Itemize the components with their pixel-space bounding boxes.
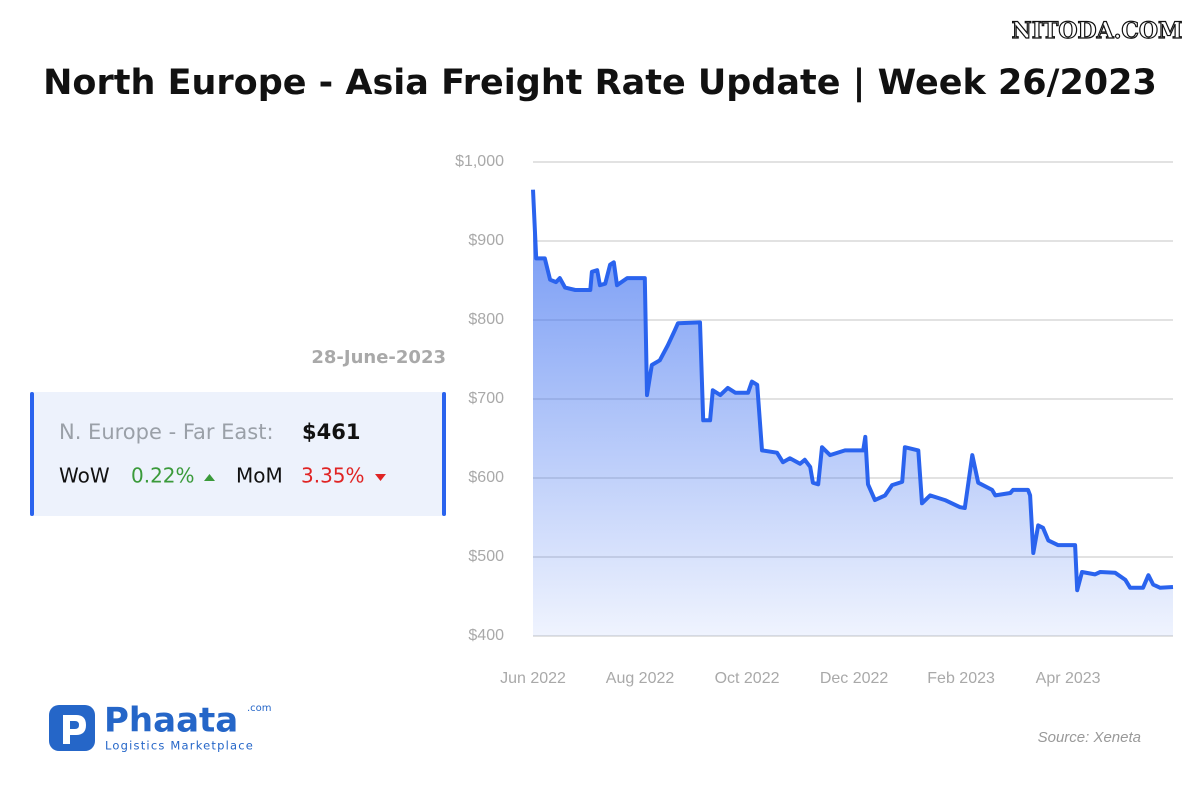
card-date: 28-June-2023 bbox=[311, 347, 446, 368]
wow-label: WoW bbox=[59, 464, 110, 488]
logo-name: Phaata bbox=[104, 701, 238, 741]
logo-tagline: Logistics Marketplace bbox=[105, 739, 254, 753]
mom-value: 3.35% bbox=[301, 464, 365, 488]
y-tick-label: $900 bbox=[468, 232, 504, 249]
source: Source: Xeneta bbox=[1038, 729, 1141, 746]
y-tick-label: $700 bbox=[468, 390, 504, 407]
card-border bbox=[30, 392, 34, 516]
area bbox=[533, 189, 1173, 636]
y-tick-label: $1,000 bbox=[455, 153, 504, 170]
plot: $400 $500 $600 $700 $800 $900 $1,000 Jun 2022 Au… bbox=[455, 153, 1174, 687]
mom-label: MoM bbox=[236, 464, 283, 488]
card-border bbox=[442, 392, 446, 516]
down-arrow bbox=[375, 474, 386, 481]
x-tick-label: Oct 2022 bbox=[715, 670, 780, 687]
x-tick-label: Jun 2022 bbox=[500, 670, 566, 687]
chart-title: North Europe - Asia Freight Rate Update … bbox=[43, 63, 1157, 103]
line bbox=[531, 189, 1174, 593]
y-tick-label: $500 bbox=[468, 548, 504, 565]
up-arrow bbox=[204, 474, 215, 481]
y-tick-label: $600 bbox=[468, 469, 504, 486]
card-price: $461 bbox=[302, 420, 360, 444]
x-tick-label: Apr 2023 bbox=[1036, 670, 1101, 687]
card bbox=[30, 392, 446, 516]
x-tick-label: Dec 2022 bbox=[820, 670, 889, 687]
y-tick-label: $400 bbox=[468, 627, 504, 644]
watermark: NITODA.COM bbox=[1012, 18, 1183, 44]
logo-icon bbox=[49, 705, 95, 751]
logo-letter bbox=[63, 715, 86, 744]
y-tick-label: $800 bbox=[468, 311, 504, 328]
logo-domain: .com bbox=[247, 703, 272, 714]
wow-value: 0.22% bbox=[131, 464, 195, 488]
x-tick-label: Feb 2023 bbox=[927, 670, 995, 687]
x-tick-label: Aug 2022 bbox=[606, 670, 675, 687]
card-route: N. Europe - Far East: bbox=[59, 420, 274, 444]
